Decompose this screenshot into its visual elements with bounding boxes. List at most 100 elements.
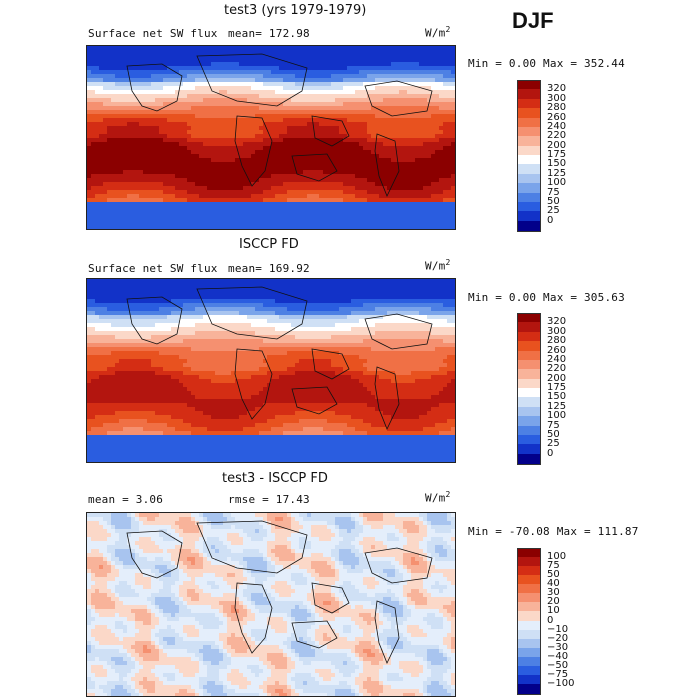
- colorbar-tick-label: 125: [547, 167, 567, 179]
- colorbar-swatch: [517, 331, 541, 342]
- colorbar-swatch: [517, 557, 541, 567]
- colorbar-tick-label: −30: [547, 641, 569, 653]
- colorbar-swatch: [517, 665, 541, 676]
- colorbar-swatch: [517, 98, 541, 109]
- panel1-units: W/m2: [425, 25, 451, 40]
- panel2-title: ISCCP FD: [239, 237, 299, 252]
- colorbar-swatch: [517, 117, 541, 128]
- panel3-map: [86, 512, 456, 697]
- colorbar-tick-label: −50: [547, 659, 569, 671]
- colorbar-swatch: [517, 434, 541, 445]
- coastline: [374, 133, 400, 197]
- colorbar-swatch: [517, 683, 541, 695]
- colorbar-swatch: [517, 453, 541, 465]
- colorbar-tick-label: 320: [547, 316, 567, 328]
- colorbar-swatch: [517, 620, 541, 631]
- coastline: [196, 520, 308, 574]
- colorbar-swatch: [517, 155, 541, 165]
- colorbar-tick-label: −20: [547, 632, 569, 644]
- colorbar-tick-label: 0: [547, 614, 554, 626]
- colorbar-tick-label: 220: [547, 363, 567, 375]
- coastline: [126, 530, 183, 579]
- colorbar-swatch: [517, 89, 541, 100]
- colorbar-tick-label: 50: [547, 428, 560, 440]
- colorbar-tick-label: 280: [547, 102, 567, 114]
- panel2-colorbar: 320 300 280 260 240 220 200 175 150 125 100 75 50 25 0: [517, 313, 597, 465]
- colorbar-swatch: [517, 164, 541, 175]
- colorbar-swatch: [517, 638, 541, 649]
- colorbar-swatch: [517, 201, 541, 212]
- colorbar-tick-label: 220: [547, 130, 567, 142]
- colorbar-swatch: [517, 397, 541, 408]
- colorbar-tick-label: 280: [547, 335, 567, 347]
- colorbar-swatch: [517, 341, 541, 351]
- colorbar-tick-label: 260: [547, 344, 567, 356]
- colorbar-tick-label: 200: [547, 139, 567, 151]
- panel2-mean: mean= 169.92: [228, 262, 310, 275]
- colorbar-tick-label: 200: [547, 372, 567, 384]
- colorbar-tick-label: −40: [547, 650, 569, 662]
- panel3-units: W/m2: [425, 490, 451, 505]
- panel2-map: [86, 278, 456, 463]
- colorbar-tick-label: 100: [547, 410, 567, 422]
- colorbar-swatch: [517, 211, 541, 222]
- colorbar-tick-label: 75: [547, 560, 560, 572]
- colorbar-tick-label: 175: [547, 382, 567, 393]
- colorbar-swatch: [517, 220, 541, 232]
- colorbar-tick-label: 260: [547, 111, 567, 123]
- coastline: [126, 63, 183, 112]
- colorbar-tick-label: 240: [547, 120, 567, 132]
- colorbar-swatch: [517, 359, 541, 370]
- colorbar-tick-label: 240: [547, 353, 567, 365]
- colorbar-tick-label: −10: [547, 623, 569, 635]
- colorbar-swatch: [517, 145, 541, 156]
- colorbar-tick-label: 0: [547, 214, 554, 226]
- colorbar-tick-label: 100: [547, 551, 567, 563]
- colorbar-swatch: [517, 416, 541, 426]
- colorbar-tick-label: 175: [547, 149, 567, 160]
- colorbar-swatch: [517, 602, 541, 612]
- panel2-map-field: [87, 279, 455, 462]
- panel1-variable: Surface net SW flux: [88, 27, 218, 40]
- panel3-map-field: [87, 513, 455, 696]
- panel3-minmax: Min = -70.08 Max = 111.87: [468, 525, 639, 538]
- colorbar-swatch: [517, 629, 541, 640]
- colorbar-tick-label: 10: [547, 605, 560, 617]
- colorbar-swatch: [517, 108, 541, 118]
- coastline: [364, 313, 433, 350]
- colorbar-tick-label: 20: [547, 596, 560, 608]
- panel1-mean: mean= 172.98: [228, 27, 310, 40]
- panel3-title: test3 - ISCCP FD: [222, 471, 328, 486]
- coastline: [291, 386, 338, 415]
- colorbar-swatch: [517, 425, 541, 436]
- panel2-minmax: Min = 0.00 Max = 305.63: [468, 291, 625, 304]
- colorbar-tick-label: 25: [547, 205, 560, 217]
- coastline: [311, 348, 350, 380]
- colorbar-swatch: [517, 173, 541, 184]
- coastline: [234, 582, 273, 654]
- coastline: [196, 53, 308, 107]
- coastline: [364, 80, 433, 117]
- colorbar-tick-label: 50: [547, 569, 560, 581]
- colorbar-tick-label: −100: [547, 677, 575, 689]
- colorbar-tick-label: 30: [547, 587, 560, 599]
- panel1-colorbar: 320 300 280 260 240 220 200 175 150 125 100 75 50 25 0: [517, 80, 597, 232]
- coastline: [196, 286, 308, 340]
- colorbar-swatch: [517, 126, 541, 137]
- panel3-colorbar: 100 75 50 40 30 20 10 0 −10 −20 −30 −40 −50 −75 −100: [517, 548, 597, 695]
- colorbar-swatch: [517, 647, 541, 658]
- panel2-variable: Surface net SW flux: [88, 262, 218, 275]
- colorbar-tick-label: 75: [547, 186, 560, 198]
- colorbar-swatch: [517, 322, 541, 333]
- colorbar-swatch: [517, 388, 541, 398]
- colorbar-swatch: [517, 444, 541, 455]
- colorbar-tick-label: 320: [547, 83, 567, 95]
- colorbar-tick-label: 40: [547, 578, 560, 590]
- panel1-title: test3 (yrs 1979-1979): [224, 3, 367, 18]
- panel3-rmse: rmse = 17.43: [228, 493, 310, 506]
- coastline: [311, 582, 350, 614]
- colorbar-tick-label: 150: [547, 391, 567, 403]
- coastline: [234, 115, 273, 187]
- panel1-minmax: Min = 0.00 Max = 352.44: [468, 57, 625, 70]
- season-label: DJF: [512, 8, 554, 33]
